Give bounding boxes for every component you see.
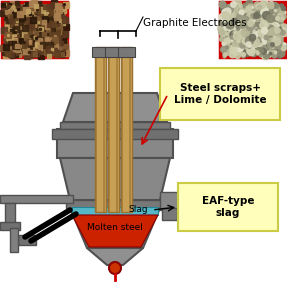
- Circle shape: [109, 262, 121, 274]
- Text: Graphite Electrodes: Graphite Electrodes: [143, 18, 247, 28]
- Text: Molten steel: Molten steel: [87, 224, 143, 232]
- Bar: [108, 47, 110, 212]
- Polygon shape: [72, 215, 158, 247]
- Bar: [220, 2, 285, 57]
- Bar: [92, 47, 109, 57]
- Polygon shape: [60, 158, 170, 200]
- Bar: [105, 47, 122, 57]
- Text: Steel scraps+
Lime / Dolomite: Steel scraps+ Lime / Dolomite: [174, 83, 266, 105]
- Bar: [178, 183, 278, 231]
- Bar: [95, 47, 106, 212]
- Bar: [52, 129, 178, 139]
- Bar: [121, 47, 123, 212]
- Bar: [72, 207, 158, 215]
- Bar: [160, 192, 190, 210]
- Bar: [129, 47, 131, 212]
- Bar: [103, 47, 105, 212]
- Bar: [121, 47, 132, 212]
- Bar: [116, 47, 118, 212]
- Bar: [5, 203, 15, 223]
- Text: Slag: Slag: [128, 205, 148, 214]
- Bar: [95, 47, 97, 212]
- Bar: [18, 235, 36, 245]
- Bar: [0, 222, 20, 230]
- Bar: [2, 2, 67, 57]
- Bar: [10, 228, 18, 252]
- Bar: [160, 68, 280, 120]
- Bar: [66, 200, 164, 208]
- Bar: [108, 47, 119, 212]
- Text: EAF-type
slag: EAF-type slag: [202, 196, 254, 218]
- Bar: [118, 47, 135, 57]
- Polygon shape: [70, 208, 160, 248]
- Bar: [60, 122, 170, 129]
- Polygon shape: [87, 248, 143, 265]
- Bar: [162, 208, 177, 220]
- Bar: [57, 129, 173, 158]
- Bar: [0, 195, 73, 203]
- Polygon shape: [63, 93, 167, 122]
